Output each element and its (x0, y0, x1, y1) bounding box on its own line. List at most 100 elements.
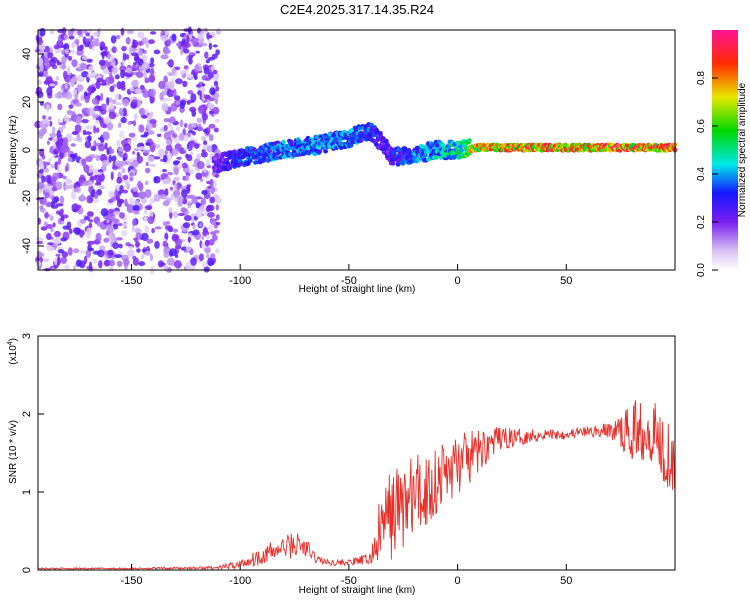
spectrogram-noise-cell (65, 48, 69, 55)
spectrogram-noise-cell (119, 83, 123, 88)
spectrogram-noise-cell (215, 49, 220, 56)
snr-multiplier-exp: 4 (7, 341, 14, 345)
spectrogram-noise-cell (180, 246, 188, 251)
spectrogram-noise-cell (45, 185, 53, 190)
spectrogram-noise-cell (143, 216, 148, 223)
spectrogram-noise-cell (113, 218, 120, 224)
spectrogram-ridge-cell (243, 153, 248, 158)
spectrogram-noise-cell (60, 215, 65, 222)
spectrogram-noise-cell (174, 260, 182, 269)
spectrogram-noise-cell (115, 93, 119, 101)
spectrogram-noise-cell (81, 119, 89, 124)
spectrogram-noise-cell (136, 248, 141, 253)
spectrogram-noise-cell (93, 192, 99, 199)
spectrogram-noise-cell (160, 54, 169, 60)
spectrogram-noise-cell (38, 50, 45, 54)
spectrogram-noise-cell (76, 51, 80, 56)
spectrogram-noise-cell (214, 119, 220, 123)
spectrogram-noise-cell (39, 27, 46, 37)
spectrogram-noise-cell (160, 262, 166, 266)
spectrogram-noise-cell (195, 172, 203, 180)
spectrogram-noise-cell (131, 65, 136, 69)
spectrogram-noise-cell (109, 198, 117, 202)
spectrogram-noise-cell (163, 246, 171, 254)
spectrogram-noise-cell (182, 222, 191, 229)
spectrogram-noise-cell (61, 55, 67, 65)
spectrogram-noise-cell (106, 147, 110, 156)
spectrogram-noise-cell (51, 126, 56, 135)
spectrogram-noise-cell (197, 123, 202, 128)
spectrogram-noise-cell (45, 104, 50, 112)
spectrogram-noise-cell (41, 175, 46, 183)
spectrogram-noise-cell (174, 254, 179, 258)
spectrogram-noise-cell (110, 171, 114, 181)
spectrogram-noise-cell (109, 72, 113, 81)
spectrogram-noise-cell (54, 230, 61, 238)
spectrogram-noise-cell (174, 95, 181, 101)
spectrogram-noise-cell (98, 185, 105, 190)
spectrogram-noise-cell (116, 260, 123, 267)
spectrogram-noise-cell (144, 189, 152, 198)
spectrogram-noise-cell (163, 75, 169, 84)
colorbar-tick-label: 0.4 (696, 167, 707, 181)
spectrogram-noise-cell (68, 104, 74, 109)
spectrogram-noise-cell (213, 229, 220, 234)
spectrogram-noise-cell (203, 168, 207, 174)
spectrogram-noise-cell (211, 234, 218, 242)
spectrogram-noise-cell (64, 184, 71, 190)
spectrogram-noise-cell (86, 108, 91, 115)
spectrogram-noise-cell (187, 194, 196, 199)
spectrogram-noise-cell (188, 168, 194, 175)
spectrogram-noise-cell (186, 35, 190, 44)
spectrogram-noise-cell (215, 28, 221, 35)
spectrogram-noise-cell (67, 247, 73, 256)
spectrogram-x-tick-label: 0 (455, 275, 461, 287)
spectrogram-noise-cell (50, 163, 55, 169)
spectrogram-noise-cell (101, 159, 110, 167)
spectrogram-noise-cell (122, 174, 129, 181)
spectrogram-noise-cell (95, 119, 99, 124)
spectrogram-noise-cell (207, 38, 211, 44)
spectrogram-noise-cell (149, 88, 157, 98)
spectrogram-noise-cell (210, 253, 216, 259)
spectrogram-noise-cell (204, 247, 211, 254)
spectrogram-noise-cell (82, 36, 87, 45)
spectrogram-noise-cell (192, 229, 200, 236)
spectrogram-noise-cell (56, 256, 62, 266)
spectrogram-noise-cell (212, 69, 218, 75)
spectrogram-noise-cell (215, 204, 219, 211)
spectrogram-ridge-cell (389, 147, 395, 152)
spectrogram-noise-cell (172, 161, 179, 166)
spectrogram-noise-cell (167, 122, 172, 128)
spectrogram-noise-cell (170, 102, 178, 112)
snr-x-tick-label: 50 (560, 575, 572, 587)
spectrogram-noise-cell (50, 200, 55, 208)
spectrogram-noise-cell (215, 196, 222, 204)
spectrogram-noise-cell (203, 266, 210, 273)
spectrogram-noise-cell (54, 257, 58, 266)
spectrogram-noise-cell (60, 237, 68, 242)
spectrogram-noise-cell (63, 34, 69, 40)
spectrogram-noise-cell (108, 191, 116, 198)
colorbar-tick-label: 0.8 (696, 71, 707, 85)
colorbar-ticks: 0.0 0.2 0.4 0.6 0.8 (696, 71, 718, 277)
spectrogram-ridge-cell (459, 148, 464, 153)
spectrogram-noise-cell (86, 227, 93, 236)
spectrogram-noise-cell (95, 154, 101, 161)
spectrogram-noise-cell (172, 133, 177, 139)
spectrogram-noise-cell (74, 124, 82, 133)
spectrogram-noise-cell (200, 178, 204, 182)
spectrogram-ridge-cell (405, 154, 411, 160)
spectrogram-noise-cell (170, 193, 175, 201)
spectrogram-noise-cell (43, 123, 49, 128)
spectrogram-ridge-cell (440, 142, 446, 148)
spectrogram-noise-cell (118, 243, 123, 249)
spectrogram-noise-cell (173, 167, 179, 176)
spectrogram-noise-cell (49, 215, 54, 221)
spectrogram-noise-cell (132, 138, 137, 142)
spectrogram-noise-cell (78, 195, 85, 202)
spectrogram-noise-cell (196, 117, 203, 123)
spectrogram-noise-cell (174, 197, 178, 203)
spectrogram-noise-cell (73, 187, 80, 193)
spectrogram-noise-cell (172, 211, 179, 219)
